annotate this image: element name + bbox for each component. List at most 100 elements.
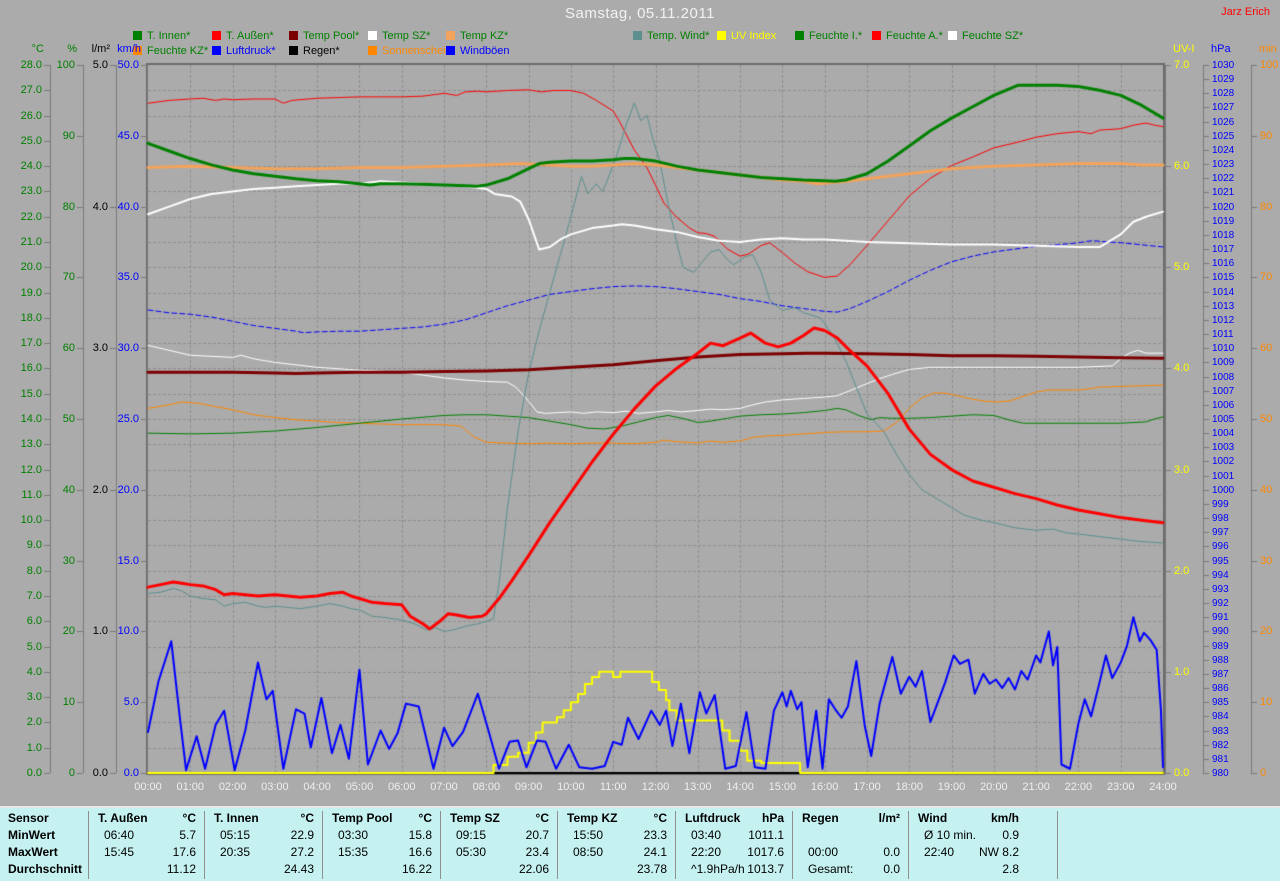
legend-swatch (368, 31, 377, 40)
axis-tick-label: 19.0 (20, 286, 42, 299)
axis-tick-label: 80 (62, 200, 75, 213)
axis-tick-label: 2.0 (92, 483, 108, 496)
axis-tick-label: 2.0 (1174, 564, 1190, 577)
table-col-unit: km/h (990, 811, 1019, 825)
author-name: Jarz Erich (1221, 6, 1270, 18)
axis-tick-label: 991 (1212, 612, 1229, 624)
legend-item-t-au-en-: T. Außen* (212, 31, 274, 42)
axis-tick-label: 3.0 (92, 342, 108, 355)
axis-tick-label: 1.0 (26, 741, 42, 754)
legend-label: T. Innen* (147, 30, 191, 42)
axis-tick-label: 997 (1212, 527, 1229, 539)
axis-tick-label: 70 (62, 271, 75, 284)
table-cell-time: 09:15 (456, 828, 487, 842)
axis-tick-label: 1019 (1212, 215, 1235, 227)
axis-tick-label: 1007 (1212, 385, 1235, 397)
legend-label: Temp. Wind* (647, 30, 710, 42)
table-col-name-temp-kz: Temp KZ (567, 811, 618, 825)
axis-tick-label: 1011 (1212, 329, 1234, 341)
legend-label: UV Index (731, 30, 777, 42)
axis-tick-label: 1.0 (92, 625, 108, 638)
time-label-10:00: 10:00 (557, 781, 585, 793)
time-label-20:00: 20:00 (980, 781, 1008, 793)
table-cell-value: 23.3 (643, 828, 667, 842)
axis-tick-label: 1024 (1212, 144, 1235, 156)
time-label-09:00: 09:00 (514, 781, 543, 793)
table-cell-value: 27.2 (290, 845, 314, 859)
time-label-23:00: 23:00 (1106, 781, 1135, 793)
time-label-22:00: 22:00 (1064, 781, 1093, 793)
axis-tick-label: 4.0 (26, 665, 42, 678)
legend-swatch (133, 46, 142, 55)
axis-tick-label: 15.0 (20, 387, 42, 400)
axis-tick-label: 981 (1212, 753, 1229, 765)
axis-tick-label: 4.0 (1174, 362, 1190, 375)
axis-tick-label: 1010 (1212, 343, 1235, 355)
axis-tick-label: 999 (1212, 498, 1229, 510)
table-cell-value: 16.22 (401, 862, 432, 876)
legend-swatch (212, 46, 221, 55)
time-label-15:00: 15:00 (768, 781, 797, 793)
table-cell-value: 15.8 (408, 828, 432, 842)
legend-label: Sonnenschein (382, 45, 452, 57)
axis-unit-l/m²: l/m² (91, 43, 110, 55)
table-cell-value: 22.06 (518, 862, 549, 876)
axis-tick-label: 987 (1212, 668, 1229, 680)
table-cell-time: Gesamt: (808, 862, 854, 876)
table-cell-value: 16.6 (408, 845, 432, 859)
table-col-unit: °C (418, 811, 432, 825)
axis-tick-label: 9.0 (26, 539, 42, 552)
time-label-16:00: 16:00 (810, 781, 839, 793)
legend-swatch (948, 31, 957, 40)
table-col-name-temp-sz: Temp SZ (450, 811, 500, 825)
axis-tick-label: 1006 (1212, 399, 1235, 411)
axis-tick-label: 0 (1260, 767, 1267, 779)
table-cell-value: 0.0 (883, 862, 900, 876)
axis-tick-label: 998 (1212, 513, 1229, 525)
table-cell-time: 00:00 (808, 845, 839, 859)
table-col-unit: °C (653, 811, 667, 825)
axis-tick-label: 1027 (1212, 102, 1235, 114)
table-cell-value: 11.12 (166, 862, 196, 876)
legend-item-uv-index: UV Index (717, 31, 776, 42)
table-column-separator (908, 811, 909, 879)
axis-unit-°C: °C (31, 43, 44, 55)
table-cell-time: ^1.9hPa/h (691, 862, 745, 876)
legend-swatch (872, 31, 881, 40)
table-cell-time: 03:30 (338, 828, 369, 842)
legend-item-feuchte-i-: Feuchte I.* (795, 31, 862, 42)
table-column-separator (1057, 811, 1058, 879)
legend-swatch (368, 46, 377, 55)
legend-label: Regen* (303, 45, 340, 57)
table-cell-time: 15:45 (104, 845, 135, 859)
time-label-04:00: 04:00 (303, 781, 331, 793)
legend-item-luftdruck-: Luftdruck* (212, 46, 276, 57)
table-row-label-sensor: Sensor (8, 811, 49, 825)
axis-tick-label: 14.0 (20, 413, 42, 425)
axis-tick-label: 25.0 (20, 134, 42, 147)
table-cell-value: 0.0 (883, 845, 900, 859)
table-col-unit: °C (182, 811, 196, 825)
axis-tick-label: 3.0 (1174, 463, 1190, 476)
axis-tick-label: 100 (1260, 59, 1279, 71)
table-cell-time: 20:35 (220, 845, 251, 859)
table-col-name-t-innen: T. Innen (214, 811, 259, 825)
axis-tick-label: 60 (62, 342, 75, 355)
axis-tick-label: 80 (1260, 200, 1273, 213)
table-cell-time: 06:40 (104, 828, 135, 842)
axis-tick-label: 10.0 (20, 514, 42, 527)
axis-tick-label: 992 (1212, 598, 1229, 610)
time-label-14:00: 14:00 (726, 781, 754, 793)
table-column-separator (792, 811, 793, 879)
legend-swatch (212, 31, 221, 40)
axis-tick-label: 0.0 (1174, 767, 1190, 779)
table-cell-value: 20.7 (525, 828, 549, 842)
legend-label: Feuchte I.* (809, 30, 863, 42)
table-column-separator (322, 811, 323, 879)
axis-tick-label: 982 (1212, 739, 1229, 751)
axis-tick-label: 995 (1212, 555, 1229, 567)
table-cell-time: 15:50 (573, 828, 604, 842)
axis-tick-label: 25.0 (117, 413, 139, 425)
axis-tick-label: 1028 (1212, 88, 1235, 100)
